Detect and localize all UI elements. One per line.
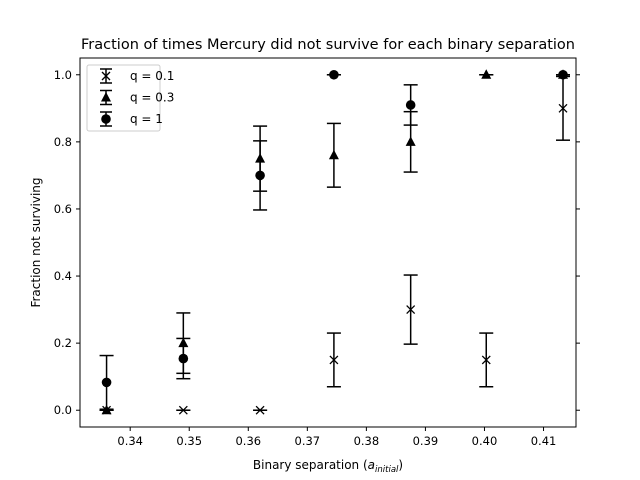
y-axis: 0.0 0.2 0.4 0.6 0.8 1.0: [54, 68, 580, 417]
data-point: [101, 377, 112, 388]
legend-label: q = 0.1: [130, 69, 174, 83]
data-point-stroke: [178, 405, 188, 415]
data-point: [178, 353, 189, 364]
series-q-0-3: [99, 69, 571, 415]
x-tick-label: 0.37: [295, 434, 321, 448]
legend-marker-stroke: [101, 71, 111, 81]
legend-entry: q = 0.1: [100, 68, 174, 84]
x-tick-label: 0.38: [354, 434, 380, 448]
data-point-stroke: [329, 355, 339, 365]
y-tick-label: 1.0: [54, 68, 72, 82]
series-layer: [99, 69, 571, 415]
data-point: [405, 100, 416, 110]
legend-entry: q = 1: [100, 111, 163, 127]
chart-title: Fraction of times Mercury did not surviv…: [81, 37, 575, 53]
data-point-stroke: [558, 103, 568, 113]
data-point: [328, 149, 339, 160]
x-tick-label: 0.35: [176, 434, 202, 448]
legend-label: q = 0.3: [130, 91, 174, 105]
y-tick-label: 0.2: [54, 336, 72, 350]
y-axis-label: Fraction not surviving: [29, 177, 43, 307]
legend: q = 0.1 q = 0.3 q = 1: [86, 64, 174, 132]
x-tick-label: 0.41: [531, 434, 557, 448]
series-q-0-1: [99, 75, 571, 415]
data-point: [405, 136, 416, 146]
data-point: [558, 69, 568, 80]
y-tick-label: 0.0: [54, 403, 72, 417]
legend-marker: [101, 92, 111, 102]
x-tick-label: 0.39: [413, 434, 439, 448]
x-tick-label: 0.36: [235, 434, 261, 448]
data-point: [255, 170, 265, 181]
legend-marker: [101, 71, 111, 81]
series-q-1: [99, 69, 571, 410]
data-point-stroke: [406, 305, 416, 315]
data-point: [178, 405, 188, 415]
legend-entry: q = 0.3: [100, 89, 174, 106]
plot-frame: [79, 57, 577, 428]
y-tick-label: 0.6: [54, 202, 72, 216]
x-tick-label: 0.34: [117, 434, 143, 448]
data-point-stroke: [255, 405, 265, 415]
data-point: [406, 305, 416, 315]
x-tick-label: 0.40: [472, 434, 498, 448]
data-point: [329, 355, 339, 365]
y-tick-label: 0.8: [54, 135, 72, 149]
y-tick-label: 0.4: [54, 269, 72, 283]
data-point: [329, 69, 339, 80]
legend-marker: [101, 114, 111, 124]
plot-area: [79, 57, 577, 428]
data-point: [481, 355, 491, 365]
data-point: [558, 103, 568, 113]
x-axis: 0.34 0.35 0.36 0.37 0.38 0.39 0.40 0.41: [117, 427, 557, 448]
data-point: [481, 69, 492, 79]
data-point-stroke: [481, 355, 491, 365]
data-point: [255, 405, 265, 415]
x-axis-label: Binary separation (ainitial): [253, 458, 403, 475]
legend-label: q = 1: [130, 112, 163, 126]
